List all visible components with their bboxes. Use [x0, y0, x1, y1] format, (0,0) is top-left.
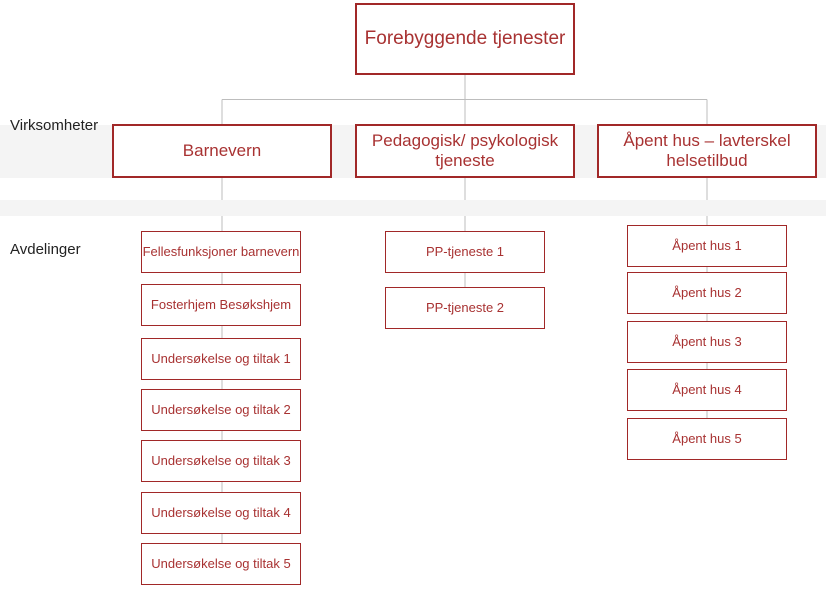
dept-node-text: PP-tjeneste 2 [426, 300, 504, 316]
dept-node-text: Åpent hus 5 [672, 431, 741, 447]
dept-node: Undersøkelse og tiltak 1 [141, 338, 301, 380]
dept-node-text: Undersøkelse og tiltak 5 [151, 556, 290, 572]
dept-node: PP-tjeneste 1 [385, 231, 545, 273]
dept-node-text: Undersøkelse og tiltak 2 [151, 402, 290, 418]
row-label-depts: Avdelinger [10, 241, 81, 258]
org-node-text: Pedagogisk/ psykologisk tjeneste [357, 131, 573, 172]
org-node-text: Åpent hus – lavterskel helsetilbud [599, 131, 815, 172]
dept-node: Fosterhjem Besøkshjem [141, 284, 301, 326]
dept-node-text: Fosterhjem Besøkshjem [151, 297, 291, 313]
dept-node: Undersøkelse og tiltak 2 [141, 389, 301, 431]
dept-node: PP-tjeneste 2 [385, 287, 545, 329]
org-node-barnevern: Barnevern [112, 124, 332, 178]
org-node-text: Barnevern [183, 141, 261, 161]
dept-node-text: PP-tjeneste 1 [426, 244, 504, 260]
org-node-apenthus: Åpent hus – lavterskel helsetilbud [597, 124, 817, 178]
row-label-orgs: Virksomheter [10, 117, 98, 134]
dept-node: Undersøkelse og tiltak 3 [141, 440, 301, 482]
dept-node-text: Åpent hus 4 [672, 382, 741, 398]
org-node-pedpsyk: Pedagogisk/ psykologisk tjeneste [355, 124, 575, 178]
dept-node: Undersøkelse og tiltak 4 [141, 492, 301, 534]
dept-node-text: Åpent hus 2 [672, 285, 741, 301]
dept-node: Undersøkelse og tiltak 5 [141, 543, 301, 585]
root-node: Forebyggende tjenester [355, 3, 575, 75]
dept-node-text: Åpent hus 1 [672, 238, 741, 254]
dept-node-text: Åpent hus 3 [672, 334, 741, 350]
sub-band [0, 200, 826, 216]
dept-node: Åpent hus 4 [627, 369, 787, 411]
dept-node: Åpent hus 5 [627, 418, 787, 460]
dept-node: Åpent hus 3 [627, 321, 787, 363]
dept-node-text: Undersøkelse og tiltak 1 [151, 351, 290, 367]
dept-node-text: Fellesfunksjoner barnevern [143, 244, 300, 260]
dept-node-text: Undersøkelse og tiltak 3 [151, 453, 290, 469]
root-node-text: Forebyggende tjenester [365, 28, 566, 51]
dept-node-text: Undersøkelse og tiltak 4 [151, 505, 290, 521]
dept-node: Åpent hus 2 [627, 272, 787, 314]
dept-node: Fellesfunksjoner barnevern [141, 231, 301, 273]
dept-node: Åpent hus 1 [627, 225, 787, 267]
